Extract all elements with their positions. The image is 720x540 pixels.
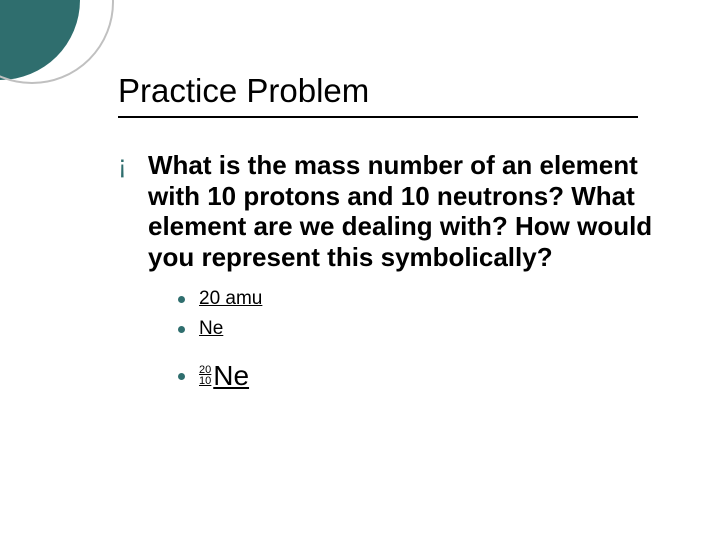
answer-item: 20 amu — [178, 287, 658, 312]
decor-circle-outline — [0, 0, 114, 84]
question-text: What is the mass number of an element wi… — [148, 150, 658, 273]
atomic-number: 10 — [199, 376, 211, 387]
dot-bullet-icon — [178, 373, 185, 380]
title-underline — [118, 116, 638, 118]
answer-item-isotope: 20 10 Ne — [178, 362, 658, 390]
hollow-bullet-icon: ¡ — [118, 150, 148, 180]
slide: Practice Problem ¡ What is the mass numb… — [0, 0, 720, 540]
question-item: ¡ What is the mass number of an element … — [118, 150, 658, 273]
slide-title: Practice Problem — [118, 72, 369, 110]
isotope-numbers: 20 10 — [199, 365, 211, 387]
answer-text: 20 amu — [199, 287, 262, 312]
answer-item: Ne — [178, 317, 658, 342]
isotope-notation: 20 10 Ne — [199, 362, 249, 390]
slide-body: ¡ What is the mass number of an element … — [118, 150, 658, 396]
dot-bullet-icon — [178, 296, 185, 303]
answer-text: Ne — [199, 317, 223, 342]
element-symbol: Ne — [213, 362, 249, 390]
dot-bullet-icon — [178, 326, 185, 333]
answer-list: 20 amu Ne 20 10 Ne — [178, 287, 658, 390]
